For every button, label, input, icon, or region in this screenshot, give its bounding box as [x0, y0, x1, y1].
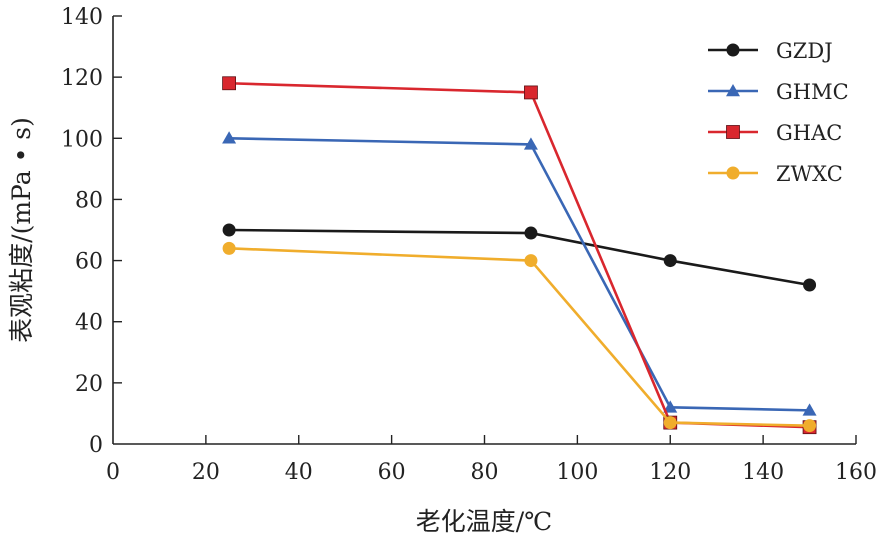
y-tick-label: 40 [75, 311, 103, 336]
series-line-gzdj [229, 228, 810, 287]
x-tick-label: 20 [192, 460, 220, 485]
y-tick-label: 80 [75, 188, 103, 213]
x-tick-label: 60 [378, 460, 406, 485]
legend-item-zwxc: ZWXC [708, 162, 843, 186]
legend-marker [726, 43, 740, 57]
series-line-zwxc [229, 247, 810, 427]
data-point-gzdj [222, 223, 236, 237]
series-line-ghac [229, 81, 810, 429]
data-point-zwxc [222, 241, 236, 255]
legend-item-ghmc: GHMC [708, 80, 849, 104]
x-tick-label: 80 [471, 460, 499, 485]
x-tick-label: 140 [742, 460, 784, 485]
y-tick-label: 0 [89, 433, 103, 458]
data-point-ghac [222, 76, 236, 91]
legend-marker [726, 84, 740, 97]
legend-marker [726, 166, 740, 180]
legend-label: GHAC [776, 121, 842, 145]
x-ticks: 0 20 40 60 80 100 120 140 160 [106, 435, 877, 485]
y-tick-label: 20 [75, 372, 103, 397]
data-point-ghac [524, 85, 538, 100]
legend-item-ghac: GHAC [708, 121, 842, 145]
legend-label: GHMC [776, 80, 849, 104]
y-tick-label: 120 [61, 66, 103, 91]
legend-label: ZWXC [776, 162, 843, 186]
x-axis-title: 老化温度/℃ [416, 507, 552, 536]
data-point-ghmc [222, 131, 237, 144]
data-point-ghmc [802, 403, 817, 416]
legend-item-gzdj: GZDJ [708, 39, 833, 63]
legend: GZDJ GHMC GHAC ZWXC [708, 39, 849, 186]
axes: 0 20 40 60 80 100 120 140 0 20 40 60 80 100 120 140 160 [61, 5, 877, 485]
y-tick-label: 100 [61, 127, 103, 152]
series-zwxc [222, 241, 817, 433]
data-point-gzdj [803, 278, 817, 292]
legend-marker [726, 125, 740, 139]
data-point-ghmc [663, 400, 678, 413]
series-ghmc [222, 131, 817, 416]
data-point-gzdj [524, 226, 538, 240]
data-point-zwxc [663, 416, 677, 430]
data-point-gzdj [663, 254, 677, 268]
x-tick-label: 40 [285, 460, 313, 485]
series-gzdj [222, 223, 817, 292]
x-tick-label: 100 [556, 460, 598, 485]
data-point-zwxc [524, 254, 538, 268]
y-ticks: 0 20 40 60 80 100 120 140 [61, 5, 122, 458]
x-tick-label: 120 [649, 460, 691, 485]
legend-label: GZDJ [776, 39, 833, 63]
y-tick-label: 140 [61, 5, 103, 30]
data-point-zwxc [803, 419, 817, 433]
series-group [222, 76, 817, 435]
y-tick-label: 60 [75, 250, 103, 275]
x-tick-label: 0 [106, 460, 120, 485]
series-line-ghmc [229, 136, 810, 412]
x-tick-label: 160 [835, 460, 877, 485]
data-point-ghmc [523, 137, 538, 150]
y-axis-title: 表观粘度/(mPa • s) [7, 117, 36, 343]
